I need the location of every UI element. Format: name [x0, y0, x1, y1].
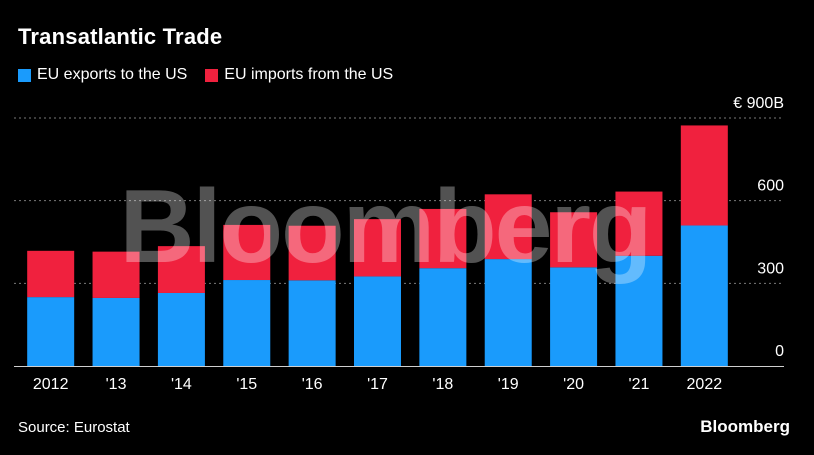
bar-exports	[615, 255, 663, 366]
bar-imports	[92, 251, 140, 298]
bar-imports	[615, 191, 663, 256]
y-tick-label: 0	[775, 343, 784, 360]
bar-exports	[550, 267, 598, 366]
bar-imports	[680, 125, 728, 226]
bar-imports	[419, 208, 467, 269]
x-tick-label: '13	[106, 376, 127, 393]
x-tick-label: '18	[432, 376, 453, 393]
chart-title: Transatlantic Trade	[18, 24, 223, 49]
x-tick-label: '14	[171, 376, 192, 393]
bar-exports	[27, 297, 75, 366]
watermark: Bloomberg	[120, 169, 651, 285]
y-tick-label: € 900B	[733, 95, 784, 112]
bar-imports	[288, 225, 336, 281]
legend-label-exports: EU exports to the US	[37, 66, 188, 83]
bar-exports	[680, 225, 728, 366]
bar-exports	[288, 280, 336, 366]
brand-logo: Bloomberg	[700, 417, 790, 436]
legend-swatch-exports	[18, 68, 31, 82]
x-tick-label: '20	[563, 376, 584, 393]
bar-imports	[550, 212, 598, 268]
y-tick-label: 600	[757, 178, 784, 195]
x-tick-label: '15	[236, 376, 257, 393]
x-tick-label: '16	[302, 376, 323, 393]
legend-item-exports: EU exports to the US	[18, 66, 187, 84]
source-note: Source: Eurostat	[18, 419, 130, 436]
bar-imports	[484, 194, 532, 260]
x-tick-label: '17	[367, 376, 388, 393]
bar-imports	[27, 250, 75, 298]
legend-label-imports: EU imports from the US	[224, 66, 394, 83]
legend-item-imports: EU imports from the US	[205, 66, 393, 84]
legend-swatch-imports	[205, 68, 219, 82]
bar-imports	[157, 246, 205, 293]
y-tick-label: 300	[757, 260, 784, 277]
x-tick-label: '21	[629, 376, 650, 393]
bar-exports	[354, 276, 401, 366]
x-tick-label: 2022	[687, 376, 723, 393]
bar-exports	[484, 259, 532, 366]
legend: EU exports to the US EU imports from the…	[18, 66, 411, 84]
x-tick-label: '19	[498, 376, 519, 393]
bar-exports	[419, 268, 467, 366]
bar-exports	[92, 297, 140, 366]
bar-exports	[223, 280, 271, 366]
bar-imports	[354, 219, 401, 277]
bar-exports	[157, 292, 205, 366]
bar-imports	[223, 224, 271, 281]
x-tick-label: 2012	[33, 376, 69, 393]
